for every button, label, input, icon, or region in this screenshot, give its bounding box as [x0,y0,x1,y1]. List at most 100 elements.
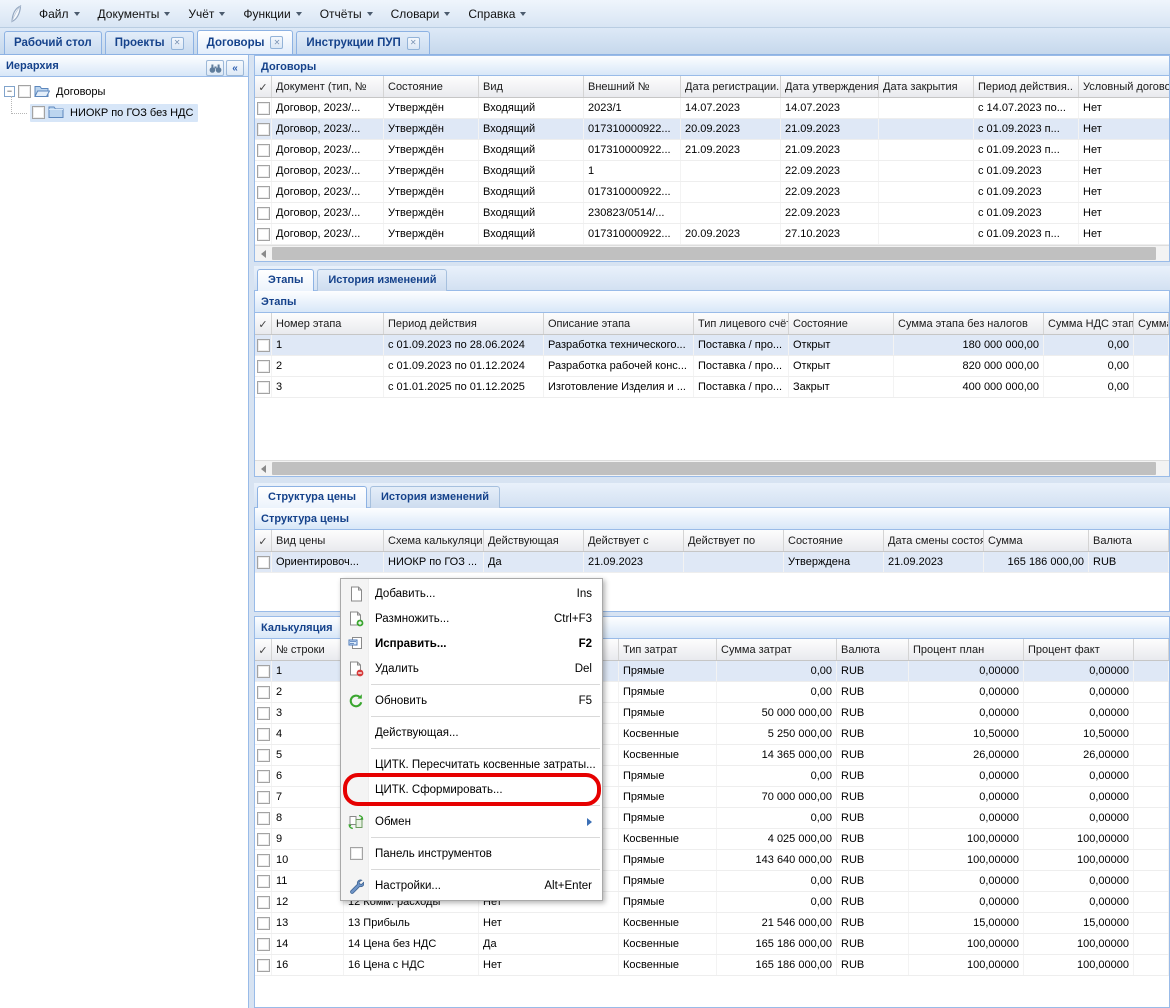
menubar-item-accounting[interactable]: Учёт [180,3,233,25]
table-row[interactable]: Договор, 2023/... Утверждён Входящий 017310… [255,224,1169,245]
column-header[interactable]: Сумма этапа без налогов [894,313,1044,334]
menu-item-duplicate[interactable]: Размножить... Ctrl+F3 [341,606,602,631]
tab-pup-instructions[interactable]: Инструкции ПУП ✕ [296,31,430,54]
column-header[interactable]: Состояние [789,313,894,334]
close-tab-icon[interactable]: ✕ [406,36,420,50]
scrollbar-thumb[interactable] [272,247,1156,260]
column-header[interactable]: ✓ [255,76,272,97]
row-checkbox[interactable] [255,356,272,376]
column-header[interactable]: Вид [479,76,584,97]
table-row[interactable]: Договор, 2023/... Утверждён Входящий 017310… [255,182,1169,203]
tree-node-label[interactable]: НИОКР по ГОЗ без НДС [70,106,194,119]
column-header[interactable]: Процент факт [1024,639,1134,660]
tab-stages-history[interactable]: История изменений [317,269,448,291]
menubar-item-dictionaries[interactable]: Словари [383,3,459,25]
column-header[interactable]: Валюта [1089,530,1169,551]
column-header[interactable]: Процент план [909,639,1024,660]
column-header[interactable]: Дата утверждения [781,76,879,97]
column-header[interactable]: Номер этапа [272,313,384,334]
tree-node-niokr[interactable]: НИОКР по ГОЗ без НДС [4,95,248,123]
column-header[interactable]: Сумма [1134,313,1169,334]
row-checkbox[interactable] [255,745,272,765]
row-checkbox[interactable] [255,682,272,702]
menu-item-citk-form[interactable]: ЦИТК. Сформировать... [341,773,602,806]
column-header[interactable]: Тип затрат [619,639,717,660]
row-checkbox[interactable] [255,224,272,244]
table-row[interactable]: Договор, 2023/... Утверждён Входящий 2023/1… [255,98,1169,119]
table-row[interactable]: Договор, 2023/... Утверждён Входящий 1 22.09… [255,161,1169,182]
row-checkbox[interactable] [255,203,272,223]
column-header[interactable]: Дата закрытия [879,76,974,97]
stages-hscrollbar[interactable] [255,460,1169,476]
row-checkbox[interactable] [255,850,272,870]
row-checkbox[interactable] [255,182,272,202]
menubar-item-documents[interactable]: Документы [90,3,179,25]
table-row[interactable]: 13 13 Прибыль Нет Косвенные 21 546 000,00 RUB… [255,913,1169,934]
row-checkbox[interactable] [255,98,272,118]
scrollbar-thumb[interactable] [272,462,1156,475]
column-header[interactable]: Валюта [837,639,909,660]
tree-node-contracts[interactable]: − Договоры [4,81,248,102]
row-checkbox[interactable] [255,892,272,912]
scroll-left-icon[interactable] [257,463,269,475]
row-checkbox[interactable] [255,703,272,723]
column-header[interactable]: Действует с [584,530,684,551]
row-checkbox[interactable] [255,955,272,975]
close-tab-icon[interactable]: ✕ [170,36,184,50]
menubar-item-help[interactable]: Справка [460,3,534,25]
contracts-hscrollbar[interactable] [255,245,1169,261]
column-header[interactable]: № строки [272,639,344,660]
table-row[interactable]: Договор, 2023/... Утверждён Входящий 017310… [255,119,1169,140]
panel-splitter[interactable] [249,55,254,1008]
menu-item-delete[interactable]: Удалить Del [341,656,602,681]
row-checkbox[interactable] [255,140,272,160]
column-header[interactable]: Действует по [684,530,784,551]
column-header[interactable]: Состояние [384,76,479,97]
menu-item-edit[interactable]: Исправить... F2 [341,631,602,656]
column-header[interactable]: Дата регистрации. [681,76,781,97]
row-checkbox[interactable] [255,661,272,681]
table-row[interactable]: 14 14 Цена без НДС Да Косвенные 165 186 000,… [255,934,1169,955]
row-checkbox[interactable] [255,724,272,744]
column-header[interactable]: Действующая [484,530,584,551]
menu-item-refresh[interactable]: Обновить F5 [341,688,602,713]
tab-projects[interactable]: Проекты ✕ [104,31,194,54]
menu-item-add[interactable]: Добавить... Ins [341,581,602,606]
collapse-panel-button[interactable]: « [226,60,244,76]
node-checkbox[interactable] [18,85,31,98]
row-checkbox[interactable] [255,119,272,139]
tab-price-history[interactable]: История изменений [369,486,501,508]
column-header[interactable]: ✓ [255,639,272,660]
column-header[interactable]: Тип лицевого счёт [694,313,789,334]
menu-item-toolbar-toggle[interactable]: Панель инструментов [341,841,602,866]
row-checkbox[interactable] [255,787,272,807]
column-header[interactable]: Схема калькуляци [384,530,484,551]
column-header[interactable]: Вид цены [272,530,384,551]
row-checkbox[interactable] [255,871,272,891]
column-header[interactable] [479,639,619,660]
column-header[interactable]: Дата смены состоя [884,530,984,551]
menu-item-settings[interactable]: Настройки... Alt+Enter [341,873,602,898]
menu-item-active-price[interactable]: Действующая... [341,720,602,745]
tree-node-label[interactable]: Договоры [56,85,106,98]
row-checkbox[interactable] [255,552,272,572]
column-header[interactable]: Сумма [984,530,1089,551]
row-checkbox[interactable] [255,808,272,828]
row-checkbox[interactable] [255,377,272,397]
menu-item-exchange[interactable]: Обмен [341,809,602,834]
node-checkbox[interactable] [32,106,45,119]
column-header[interactable]: Документ (тип, № [272,76,384,97]
table-row[interactable]: Ориентировоч... НИОКР по ГОЗ ... Да 21.09.2… [255,552,1169,573]
table-row[interactable]: Договор, 2023/... Утверждён Входящий 017310… [255,140,1169,161]
close-tab-icon[interactable]: ✕ [270,36,284,49]
column-header[interactable]: Сумма НДС этапа [1044,313,1134,334]
column-header[interactable]: Период действия [384,313,544,334]
row-checkbox[interactable] [255,829,272,849]
menu-item-citk-recalc[interactable]: ЦИТК. Пересчитать косвенные затраты... [341,752,602,777]
column-header[interactable]: ✓ [255,313,272,334]
tab-desktop[interactable]: Рабочий стол [4,31,102,54]
scroll-left-icon[interactable] [257,248,269,260]
tab-contracts[interactable]: Договоры ✕ [196,30,294,54]
